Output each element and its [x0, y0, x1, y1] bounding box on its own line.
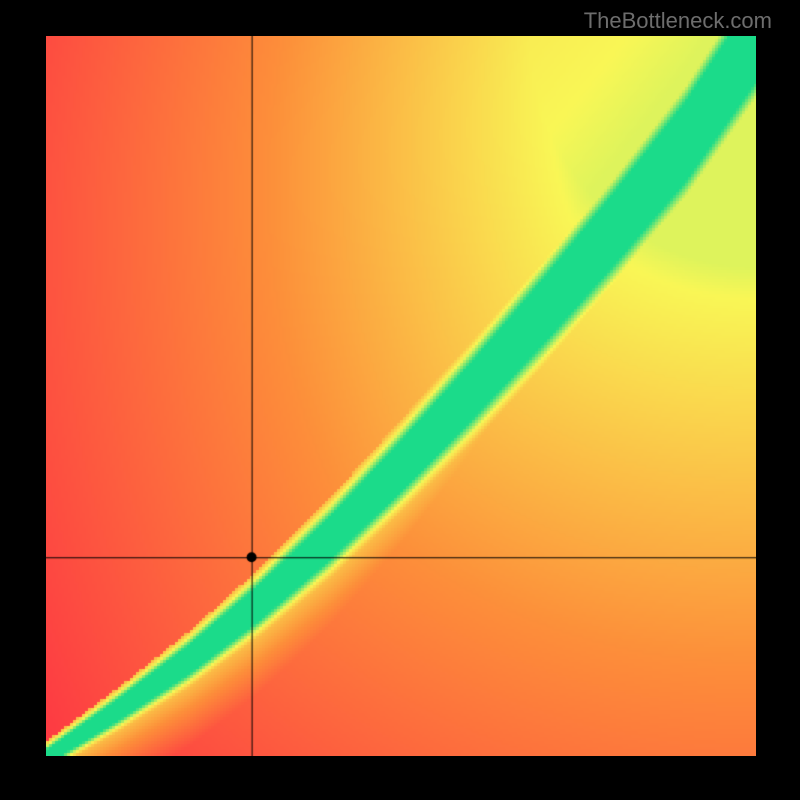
watermark-text: TheBottleneck.com	[584, 8, 772, 34]
bottleneck-heatmap	[46, 36, 756, 756]
heatmap-canvas	[46, 36, 756, 756]
